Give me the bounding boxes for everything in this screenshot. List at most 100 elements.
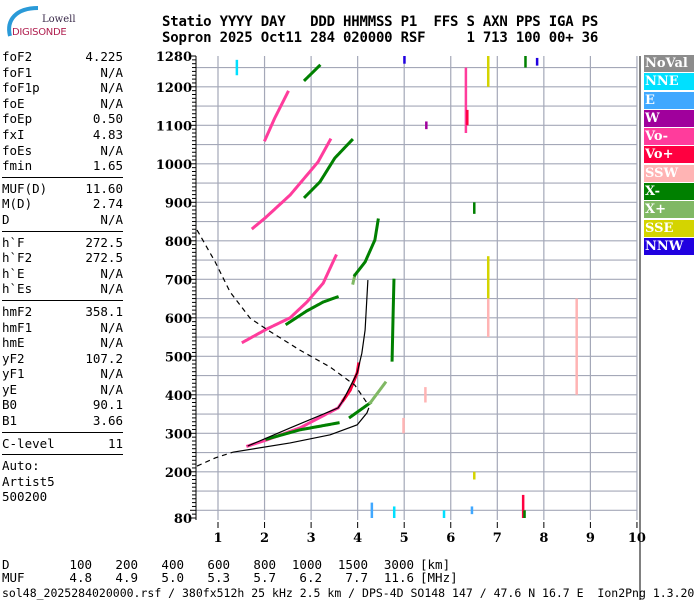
noise-echo <box>535 57 539 66</box>
parameter-label: D <box>2 211 10 227</box>
parameter-row: hmF2 358.1 <box>2 304 123 320</box>
autoscaling-info: Auto: <box>2 458 40 474</box>
noise-echo <box>392 506 396 518</box>
y-tick-label: 700 <box>165 273 192 288</box>
echo-trace <box>250 137 333 231</box>
parameter-label: foF2 <box>2 49 33 64</box>
parameter-label: foF1p <box>2 80 40 96</box>
parameter-value: 272.5 <box>85 234 123 250</box>
header-labels: Statio YYYY DAY DDD HHMMSS P1 FFS S AXN … <box>162 14 599 30</box>
parameter-value: N/A <box>100 366 123 382</box>
y-tick-label: 1000 <box>156 158 192 173</box>
parameter-value: N/A <box>100 381 123 397</box>
noise-echo <box>486 256 490 299</box>
parameter-value: 90.1 <box>92 397 123 413</box>
legend-item: X+ <box>644 201 694 219</box>
table-cell: 5.7 <box>253 570 276 585</box>
legend-item: NoVal <box>644 55 694 72</box>
y-tick-label: 500 <box>165 350 192 365</box>
parameter-label: B1 <box>2 413 18 429</box>
autoscaling-info: 500200 <box>2 489 48 505</box>
parameter-row: hmF1 N/A <box>2 320 123 336</box>
parameter-label: hmF1 <box>2 319 33 335</box>
parameter-value: 107.2 <box>85 350 123 366</box>
parameter-label: fxI <box>2 126 25 142</box>
model-curve <box>196 229 368 404</box>
table-cell: 6.2 <box>299 570 322 585</box>
model-curve <box>247 280 369 447</box>
echo-trace <box>302 63 323 82</box>
lowell-digisonde-logo: Lowell DIGISONDE <box>2 2 82 42</box>
parameter-label: h`E <box>2 265 25 281</box>
parameter-label: hmF2 <box>2 303 33 319</box>
noise-echo <box>424 387 427 403</box>
table-cell: 7.7 <box>345 570 368 585</box>
parameter-group: h`F 272.5 h`F2 272.5 h`E N/A h`Es N/A <box>2 235 123 301</box>
parameter-value: 358.1 <box>85 303 123 319</box>
table-cell: 1000 <box>291 557 322 572</box>
echo-trace <box>265 421 340 441</box>
parameter-label: hmE <box>2 335 25 351</box>
parameter-row: h`Es N/A <box>2 281 123 297</box>
muf-unit: [MHz] <box>420 570 458 585</box>
table-cell: 600 <box>207 557 230 572</box>
parameter-value: 0.50 <box>92 111 123 127</box>
legend-item: NNE <box>644 73 694 91</box>
logo-text-lowell: Lowell <box>42 14 76 25</box>
table-cell: 3000 <box>383 557 414 572</box>
noise-echo <box>486 56 490 87</box>
parameter-label: yF2 <box>2 350 25 366</box>
noise-echo <box>464 67 468 133</box>
table-cell: 800 <box>253 557 276 572</box>
parameter-row: foF1p N/A <box>2 80 123 96</box>
x-tick-label: 4 <box>353 531 362 546</box>
parameter-row: yE N/A <box>2 382 123 398</box>
model-curve <box>232 407 370 453</box>
parameter-value: N/A <box>100 80 123 96</box>
parameter-value: 2.74 <box>92 196 123 212</box>
parameter-row: h`F2 272.5 <box>2 250 123 266</box>
parameter-row: fmin 1.65 <box>2 158 123 174</box>
noise-echo <box>402 417 405 434</box>
parameter-label: foF1 <box>2 64 33 80</box>
parameter-row: M(D) 2.74 <box>2 196 123 212</box>
parameter-label: M(D) <box>2 196 33 212</box>
y-tick-label: 600 <box>165 312 192 327</box>
parameter-group: C-level 11 <box>2 436 123 456</box>
table-cell: 5.0 <box>161 570 184 585</box>
table-cell: 5.3 <box>207 570 230 585</box>
noise-echo <box>370 502 374 518</box>
echo-trace <box>263 90 290 142</box>
parameter-row: h`E N/A <box>2 266 123 282</box>
parameter-group: MUF(D) 11.60 M(D) 2.74 D N/A <box>2 181 123 232</box>
parameter-value: 4.225 <box>85 49 123 64</box>
parameter-row: fxI 4.83 <box>2 127 123 143</box>
legend-item: W <box>644 109 694 127</box>
y-tick-label: 80 <box>174 512 192 527</box>
distance-label: D <box>2 557 10 572</box>
parameter-value: N/A <box>100 335 123 351</box>
y-tick-label: 400 <box>165 389 192 404</box>
table-cell: 400 <box>161 557 184 572</box>
y-tick-label: 1280 <box>156 50 192 65</box>
y-tick-label: 800 <box>165 235 192 250</box>
parameter-value: 272.5 <box>85 250 123 266</box>
noise-echo <box>466 109 469 126</box>
legend-item: Vo+ <box>644 146 694 164</box>
echo-trace <box>352 218 380 278</box>
parameter-label: foEs <box>2 142 33 158</box>
parameter-row: B0 90.1 <box>2 397 123 413</box>
table-cell: 100 <box>69 557 92 572</box>
parameter-row: foEp 0.50 <box>2 111 123 127</box>
echo-trace <box>390 277 396 362</box>
parameter-value: N/A <box>100 319 123 335</box>
x-tick-label: 7 <box>493 531 502 546</box>
noise-echo <box>486 298 490 338</box>
parameter-row: yF2 107.2 <box>2 351 123 367</box>
parameter-row: yF1 N/A <box>2 366 123 382</box>
x-tick-label: 10 <box>628 531 646 546</box>
parameter-row: foF2 4.225 <box>2 49 123 65</box>
x-tick-label: 5 <box>400 531 409 546</box>
model-curve <box>196 451 234 467</box>
parameter-row: foEs N/A <box>2 143 123 159</box>
